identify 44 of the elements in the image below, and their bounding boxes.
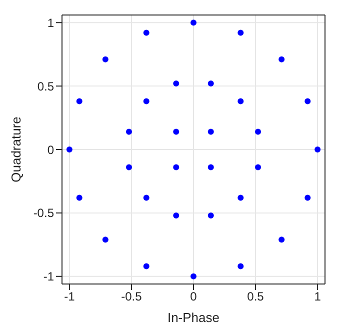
- x-tick-label: -0.5: [121, 290, 142, 304]
- point: [102, 56, 108, 62]
- y-tick-label: -1: [43, 270, 54, 284]
- point: [76, 98, 82, 104]
- point: [66, 146, 72, 152]
- x-axis-title: In-Phase: [167, 310, 220, 325]
- point: [255, 128, 262, 135]
- point: [255, 164, 262, 170]
- point: [143, 30, 150, 36]
- point: [304, 194, 311, 201]
- point: [278, 236, 285, 243]
- point: [143, 263, 150, 270]
- y-tick-label: 1: [47, 16, 54, 30]
- point: [208, 164, 214, 170]
- point: [173, 164, 180, 170]
- point: [238, 194, 244, 201]
- point: [304, 98, 311, 104]
- y-tick-label: 0.5: [37, 79, 54, 94]
- point: [126, 164, 132, 170]
- x-tick-label: 1: [314, 290, 322, 304]
- point: [238, 98, 244, 104]
- point: [143, 194, 150, 201]
- point: [314, 146, 321, 152]
- point: [208, 128, 214, 135]
- x-tick-label: 0: [190, 290, 198, 304]
- point: [190, 20, 196, 26]
- point: [143, 98, 150, 104]
- y-tick-label: -0.5: [33, 206, 54, 220]
- point: [238, 30, 244, 36]
- point: [173, 80, 180, 87]
- point: [238, 263, 244, 270]
- point: [126, 128, 132, 135]
- point: [208, 80, 214, 87]
- y-tick-label: 0: [47, 142, 54, 157]
- point: [102, 236, 108, 243]
- point: [190, 273, 196, 280]
- x-tick-label: -1: [64, 290, 76, 304]
- x-tick-label: 0.5: [247, 290, 264, 304]
- point: [173, 128, 180, 135]
- y-axis-title: Quadrature: [8, 116, 24, 182]
- point: [208, 212, 214, 218]
- point: [173, 212, 180, 218]
- point: [278, 56, 285, 62]
- point: [76, 194, 82, 201]
